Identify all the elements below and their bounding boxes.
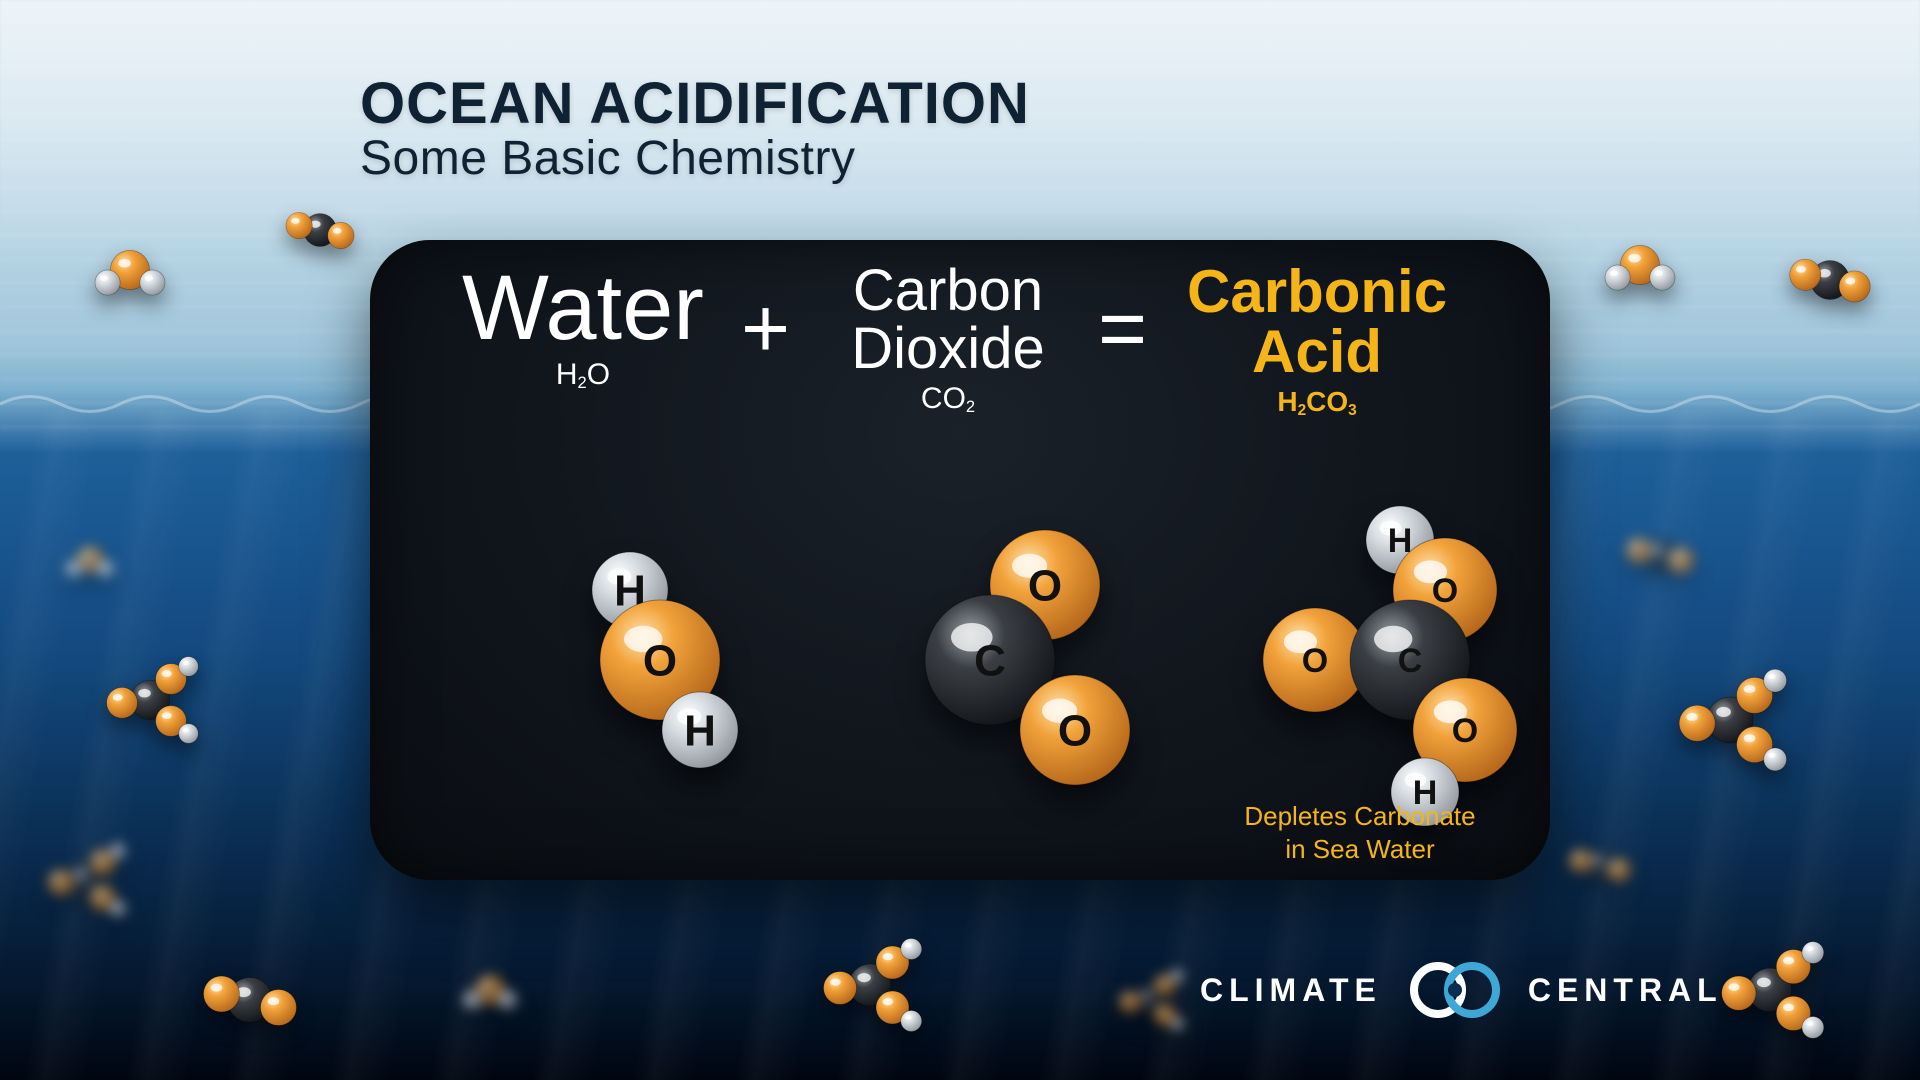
caption-line-2: in Sea Water <box>1200 833 1520 866</box>
molecule-row: HOH OCO HOOCOH <box>370 470 1550 810</box>
climate-central-logo: CLIMATE CENTRAL <box>1200 960 1723 1020</box>
term-co2-formula: CO2 <box>921 384 975 416</box>
term-co2: Carbon Dioxide CO2 <box>818 262 1078 416</box>
ambient-co2 <box>180 930 320 1075</box>
page-title: OCEAN ACIDIFICATION <box>360 70 1030 137</box>
ambient-h2o <box>1570 195 1710 340</box>
term-h2co3-name-2: Acid <box>1252 322 1382 382</box>
logo-word-right: CENTRAL <box>1528 972 1723 1009</box>
svg-text:O: O <box>1302 642 1328 680</box>
ambient-h2co3 <box>1660 650 1800 795</box>
equation-row: Water H2O + Carbon Dioxide CO2 = Carboni… <box>370 262 1550 418</box>
ambient-h2o <box>420 920 560 1065</box>
ambient-h2co3 <box>1080 930 1220 1075</box>
ambient-co2 <box>1760 210 1900 355</box>
ambient-h2o <box>60 200 200 345</box>
term-h2co3-formula: H2CO3 <box>1277 388 1356 418</box>
molecule-h2co3: HOOCOH <box>1250 480 1570 845</box>
svg-text:C: C <box>1398 642 1423 680</box>
svg-text:O: O <box>643 636 677 685</box>
ambient-co2 <box>1590 485 1730 630</box>
operator-plus: + <box>741 280 790 377</box>
page-subtitle: Some Basic Chemistry <box>360 131 1030 186</box>
term-water-name: Water <box>462 262 704 354</box>
term-water-formula: H2O <box>556 360 610 392</box>
term-co2-name-1: Carbon <box>853 262 1043 320</box>
operator-equals: = <box>1098 280 1147 377</box>
svg-text:O: O <box>1028 561 1062 610</box>
logo-word-left: CLIMATE <box>1200 972 1382 1009</box>
svg-text:H: H <box>684 706 716 755</box>
title-block: OCEAN ACIDIFICATION Some Basic Chemistry <box>360 70 1030 186</box>
molecule-co2: OCO <box>890 520 1150 805</box>
ambient-h2o <box>20 490 160 635</box>
svg-text:C: C <box>974 636 1006 685</box>
svg-text:O: O <box>1058 706 1092 755</box>
svg-text:O: O <box>1432 572 1458 610</box>
term-h2co3-name-1: Carbonic <box>1187 262 1447 322</box>
carbonic-acid-caption: Depletes Carbonate in Sea Water <box>1200 800 1520 865</box>
ambient-h2co3 <box>80 630 220 775</box>
ambient-co2 <box>1530 795 1670 940</box>
molecule-water: HOH <box>550 530 770 795</box>
term-co2-name-2: Dioxide <box>851 320 1044 378</box>
ambient-h2co3 <box>15 810 155 955</box>
term-carbonic-acid: Carbonic Acid H2CO3 <box>1167 262 1467 418</box>
term-water: Water H2O <box>453 262 713 392</box>
svg-text:O: O <box>1452 712 1478 750</box>
logo-rings-icon <box>1400 960 1510 1020</box>
ambient-h2co3 <box>800 915 940 1060</box>
ambient-co2 <box>250 160 390 305</box>
caption-line-1: Depletes Carbonate <box>1200 800 1520 833</box>
equation-panel: Water H2O + Carbon Dioxide CO2 = Carboni… <box>370 240 1550 880</box>
